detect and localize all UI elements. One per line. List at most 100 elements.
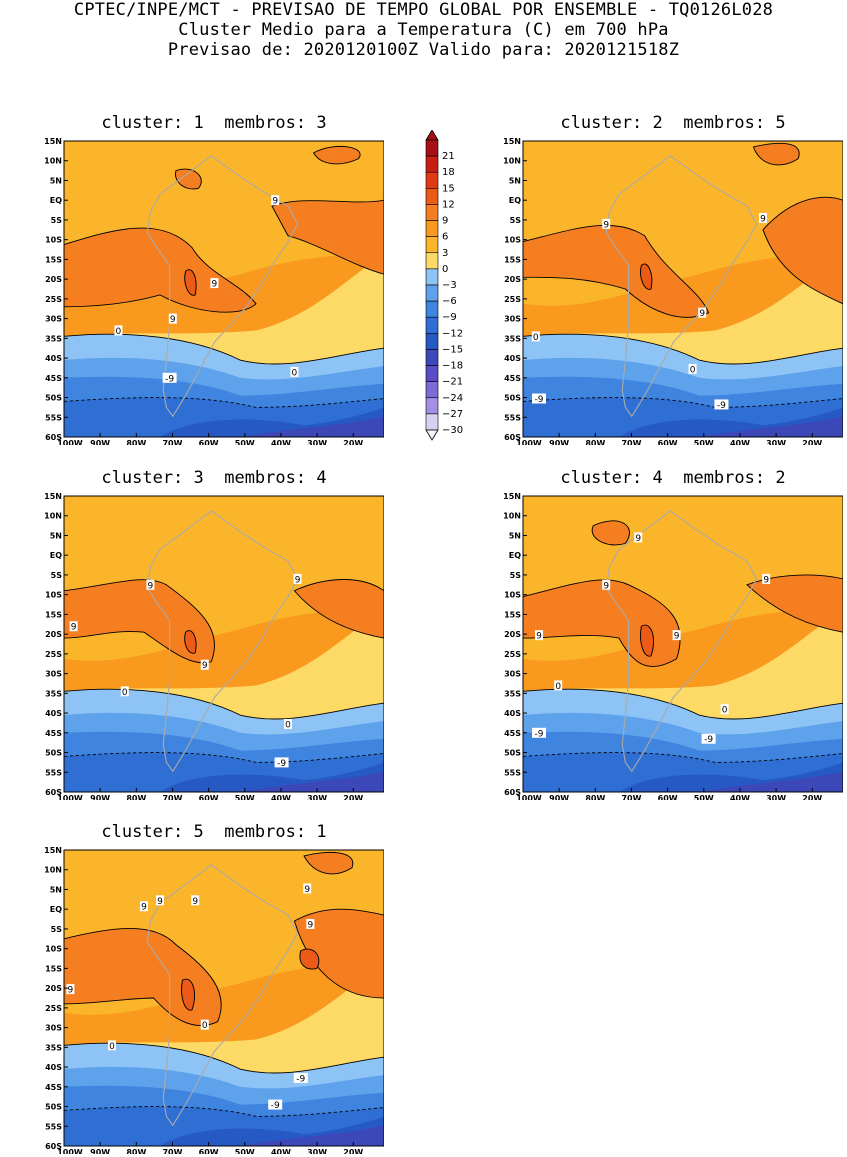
contour-label-box: [532, 393, 546, 404]
lat-tick-label: 45S: [45, 729, 62, 738]
contour-label: 9: [308, 921, 314, 931]
lon-tick-label: 60W: [658, 794, 678, 800]
zero-isotherm: [63, 688, 384, 720]
contour-label-box: [210, 278, 219, 289]
colorbar-segment: [425, 236, 439, 254]
contour-label-box: [634, 532, 643, 543]
lat-tick-label: 15N: [503, 137, 521, 146]
lat-tick-label: 10N: [503, 157, 521, 166]
contour-label: 0: [722, 706, 728, 716]
lat-tick-label: 55S: [45, 1122, 62, 1131]
panel-title: cluster: 5 membros: 1: [101, 822, 327, 842]
lon-tick-label: 100W: [57, 1148, 83, 1154]
lat-tick-label: 15S: [504, 255, 521, 264]
map-panel-cluster-1: cluster: 1 membros: 3 9 9 9 0 0 -9 15N 10N 5N EQ 5…: [44, 113, 384, 445]
panel-title: cluster: 1 membros: 3: [101, 113, 327, 133]
contour-label: 9: [304, 885, 310, 895]
figure-title-line2: Cluster Medio para a Temperatura (C) em …: [178, 20, 669, 40]
lat-tick-label: 35S: [504, 334, 521, 343]
colorbar-segment: [425, 252, 439, 270]
lat-tick-label: 5S: [51, 216, 63, 225]
contour-label: 0: [122, 688, 128, 698]
lat-tick-label: 30S: [45, 1024, 62, 1033]
lat-tick-label: 15N: [44, 492, 62, 501]
warm-contour-region: [762, 196, 843, 305]
colorbar-label: −6: [442, 296, 457, 307]
warm-contour-region: [184, 630, 197, 654]
warm-contour-region: [181, 978, 196, 1011]
colorbar-top-arrow: [425, 130, 439, 141]
contour-label: 9: [763, 575, 769, 585]
lon-tick-label: 70W: [621, 794, 641, 800]
contour-label: 9: [760, 214, 766, 224]
contour-label-box: [162, 372, 177, 383]
lon-tick-label: 40W: [730, 439, 750, 445]
contour-label: 0: [555, 682, 561, 692]
contour-label: 0: [202, 1021, 208, 1031]
colorbar-label: 18: [442, 167, 455, 178]
lat-tick-label: 60S: [45, 1142, 62, 1151]
temperature-map: 9 9 9 9 0 0 -9 15N 10N 5N EQ 5S 10S 15S 20S 25S 30S 35S 40…: [44, 492, 384, 800]
colorbar-label: −18: [442, 361, 463, 372]
lon-tick-label: 80W: [585, 439, 605, 445]
lon-tick-label: 30W: [766, 794, 786, 800]
colorbar-segment: [425, 171, 439, 189]
lon-tick-label: 20W: [802, 439, 822, 445]
contour-label: 9: [536, 632, 542, 642]
plot-frame: [63, 140, 384, 438]
colorbar-segment: [425, 333, 439, 350]
contour-label: -9: [165, 374, 174, 384]
colorbar-segment: [425, 155, 439, 173]
contour-label: 9: [192, 897, 198, 907]
lat-tick-label: 40S: [45, 354, 62, 363]
contour-label-box: [200, 1019, 209, 1030]
colorbar-label: 6: [442, 232, 448, 243]
lon-tick-label: 20W: [343, 439, 363, 445]
lat-tick-label: 30S: [504, 315, 521, 324]
colorbar-label: −9: [442, 312, 457, 323]
contour-label-box: [293, 573, 302, 584]
lat-tick-label: 10N: [503, 512, 521, 521]
lon-tick-label: 40W: [730, 794, 750, 800]
contour-label: 0: [116, 327, 122, 337]
colorbar-label: 21: [442, 151, 455, 162]
contour-label: -9: [535, 729, 544, 739]
contour-label-box: [303, 883, 312, 894]
lat-tick-label: 5N: [509, 531, 521, 540]
contour-label-box: [290, 366, 299, 377]
colorbar-label: 3: [442, 248, 448, 259]
warm-contour-region: [63, 579, 216, 664]
lat-tick-label: 20S: [504, 275, 521, 284]
contour-label: 9: [699, 309, 705, 319]
contour-label: 9: [71, 623, 77, 633]
lat-tick-label: 50S: [45, 394, 62, 403]
figure-title-line1: CPTEC/INPE/MCT - PREVISAO DE TEMPO GLOBA…: [73, 0, 774, 20]
minus9-isotherm: [522, 752, 843, 763]
warm-contour-region: [293, 579, 384, 639]
panel-title: cluster: 3 membros: 4: [101, 468, 327, 488]
contour-label-box: [66, 984, 75, 995]
lat-tick-label: EQ: [50, 905, 62, 914]
contour-label-box: [168, 313, 177, 324]
contour-label-box: [554, 680, 563, 691]
contour-label: 9: [212, 280, 218, 290]
contour-label-box: [140, 901, 148, 912]
coastline: [146, 155, 299, 418]
lat-tick-label: 15S: [504, 610, 521, 619]
contour-label-box: [531, 331, 540, 342]
lat-tick-label: 5S: [51, 571, 63, 580]
lat-tick-label: 20S: [45, 275, 62, 284]
lat-tick-label: 60S: [45, 788, 62, 797]
contour-label: -9: [704, 735, 713, 745]
lat-tick-label: 20S: [45, 630, 62, 639]
contour-label: 0: [690, 365, 696, 375]
colorbar-label: 15: [442, 183, 455, 194]
panel-title: cluster: 4 membros: 2: [560, 468, 786, 488]
lat-tick-label: 10N: [44, 866, 62, 875]
contour-label: -9: [271, 1101, 280, 1111]
lat-tick-label: 5N: [509, 176, 521, 185]
contour-label: 9: [157, 897, 163, 907]
panel-title: cluster: 2 membros: 5: [560, 113, 786, 133]
colorbar-label: −15: [442, 344, 463, 355]
contour-label: 9: [674, 632, 680, 642]
